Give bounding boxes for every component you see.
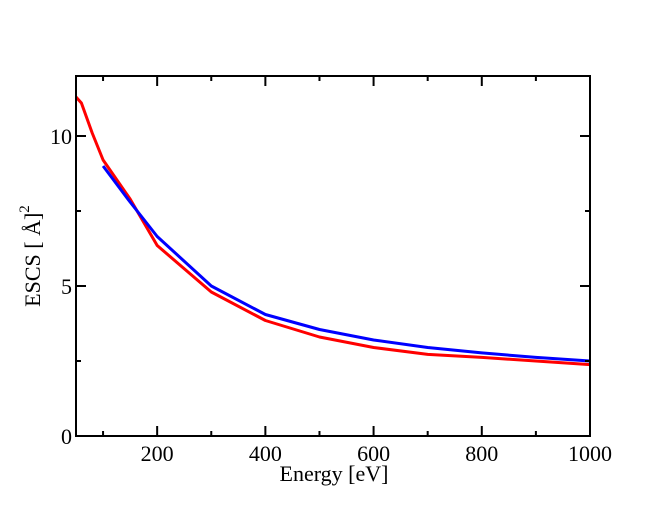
ticks-layer: 200 400 600 800 1000 0 5 10 xyxy=(50,76,612,466)
plot-frame xyxy=(75,75,591,437)
y-tick-label: 5 xyxy=(61,274,72,299)
y-axis-label-superscript: 2 xyxy=(17,205,33,213)
x-axis-label: Energy [eV] xyxy=(280,461,389,486)
series-line-blue xyxy=(101,165,591,363)
x-tick-label: 400 xyxy=(249,441,282,466)
x-tick-label: 600 xyxy=(357,441,390,466)
y-axis-label-main: ESCS [ Å] xyxy=(20,213,45,307)
x-tick-label: 200 xyxy=(141,441,174,466)
y-tick-label: 10 xyxy=(50,124,72,149)
series-layer xyxy=(74,95,591,367)
x-tick-label: 800 xyxy=(465,441,498,466)
series-line-red xyxy=(74,95,591,367)
y-tick-label: 0 xyxy=(61,424,72,449)
x-tick-label: 1000 xyxy=(568,441,612,466)
y-axis-label: ESCS [ Å]2 xyxy=(17,205,45,307)
